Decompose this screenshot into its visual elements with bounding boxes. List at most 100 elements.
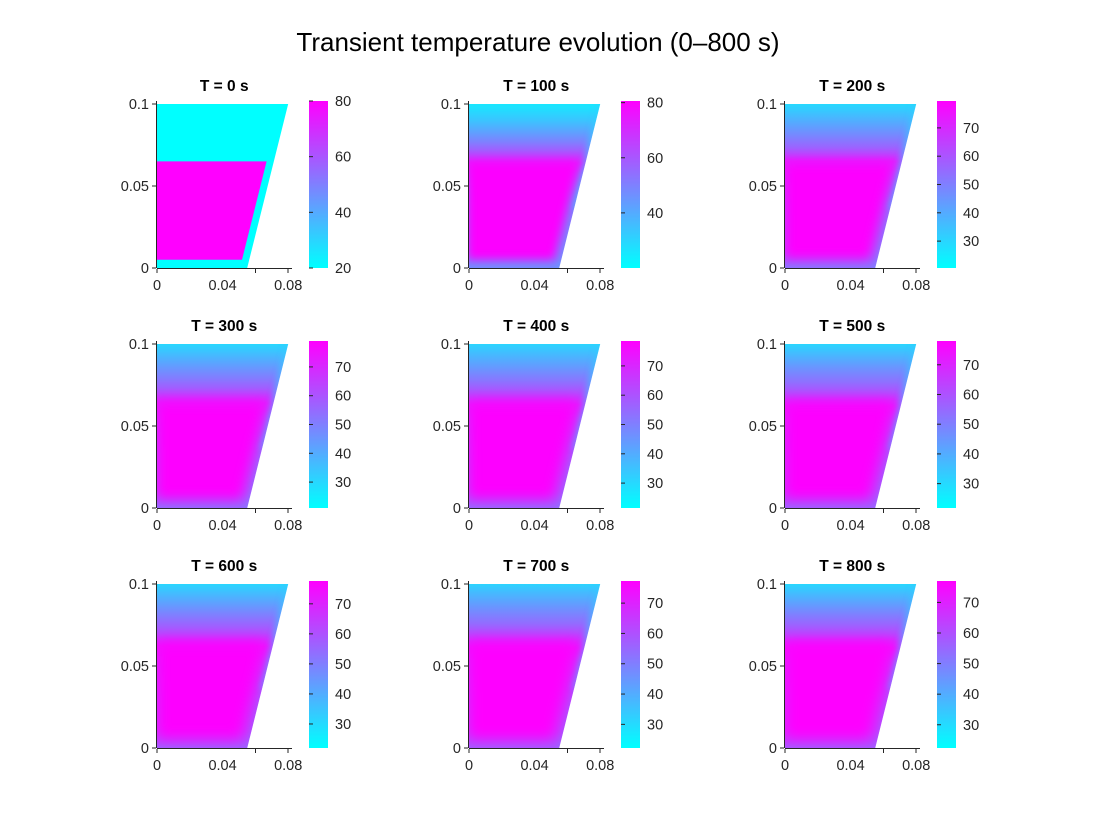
colorbar-tick-label: 80 [335, 94, 351, 110]
colorbar-tick-label: 40 [647, 447, 663, 463]
colorbar [937, 341, 956, 508]
y-tick-label: 0 [141, 741, 149, 757]
temperature-field [157, 584, 289, 748]
temperature-field [157, 104, 289, 268]
colorbar-tick-label: 50 [335, 418, 351, 434]
x-tick-label: 0 [153, 758, 161, 774]
subplot-title: T = 100 s [503, 78, 569, 95]
x-tick-label: 0 [153, 518, 161, 534]
colorbar-tick-label: 40 [335, 205, 351, 221]
y-tick-label: 0 [141, 261, 149, 277]
colorbar-tick-label: 70 [963, 358, 979, 374]
temperature-field [785, 104, 917, 268]
y-tick-label: 0.1 [129, 337, 149, 353]
subplot-t500s: 0 0.04 0.08 0 0.05 0.1 T = 500 s 30 40 50 60 70 [749, 318, 979, 534]
y-tick-label: 0.05 [433, 179, 461, 195]
y-tick-label: 0.05 [433, 659, 461, 675]
colorbar [309, 341, 328, 508]
x-tick-label: 0.08 [274, 278, 302, 294]
x-tick-label: 0 [465, 278, 473, 294]
colorbar-tick-label: 70 [647, 596, 663, 612]
x-tick-label: 0.04 [208, 518, 236, 534]
subplot-t700s: 0 0.04 0.08 0 0.05 0.1 T = 700 s 30 40 50 60 70 [433, 558, 663, 774]
y-tick-label: 0.05 [121, 419, 149, 435]
hot-region [469, 401, 579, 500]
y-tick-label: 0.1 [757, 577, 777, 593]
x-tick-label: 0 [781, 518, 789, 534]
y-tick-label: 0 [769, 741, 777, 757]
x-tick-label: 0 [153, 278, 161, 294]
y-tick-label: 0.1 [441, 97, 461, 113]
y-tick-label: 0 [769, 501, 777, 517]
colorbar-tick-label: 60 [963, 387, 979, 403]
hot-region [469, 641, 579, 740]
y-tick-label: 0.05 [749, 179, 777, 195]
y-tick-label: 0 [141, 501, 149, 517]
y-tick-label: 0.05 [121, 659, 149, 675]
subplot-title: T = 800 s [819, 558, 885, 575]
colorbar [309, 581, 328, 748]
colorbar [309, 101, 328, 268]
x-tick-label: 0.08 [586, 518, 614, 534]
x-tick-label: 0.08 [902, 758, 930, 774]
x-tick-label: 0 [465, 758, 473, 774]
colorbar-tick-label: 70 [963, 595, 979, 611]
y-tick-label: 0.1 [129, 97, 149, 113]
temperature-field [785, 344, 917, 508]
colorbar-tick-label: 70 [647, 359, 663, 375]
colorbar [621, 581, 640, 748]
colorbar-tick-label: 60 [963, 149, 979, 165]
subplot-title: T = 400 s [503, 318, 569, 335]
x-tick-label: 0.04 [836, 518, 864, 534]
colorbar-tick-label: 40 [963, 206, 979, 222]
y-tick-label: 0.1 [441, 337, 461, 353]
colorbar-tick-label: 40 [335, 687, 351, 703]
x-tick-label: 0.08 [586, 758, 614, 774]
subplot-title: T = 0 s [200, 78, 249, 95]
x-tick-label: 0.08 [902, 518, 930, 534]
colorbar-tick-label: 60 [647, 626, 663, 642]
y-tick-label: 0.1 [441, 577, 461, 593]
subplot-t0s: 0 0.04 0.08 0 0.05 0.1 T = 0 s 20 40 60 80 [121, 78, 351, 294]
x-tick-label: 0.04 [836, 278, 864, 294]
hot-region [785, 161, 895, 260]
colorbar-tick-label: 40 [647, 687, 663, 703]
colorbar-tick-label: 30 [335, 475, 351, 491]
colorbar-tick-label: 60 [335, 627, 351, 643]
colorbar [621, 341, 640, 508]
x-tick-label: 0 [781, 758, 789, 774]
colorbar-tick-label: 70 [335, 360, 351, 376]
colorbar-tick-label: 40 [963, 447, 979, 463]
temperature-field [157, 344, 289, 508]
colorbar-tick-label: 30 [963, 477, 979, 493]
colorbar-tick-label: 70 [335, 597, 351, 613]
x-tick-label: 0.04 [208, 278, 236, 294]
colorbar-tick-label: 50 [647, 418, 663, 434]
y-tick-label: 0.05 [749, 659, 777, 675]
subplot-title: T = 300 s [191, 318, 257, 335]
colorbar-tick-label: 50 [647, 657, 663, 673]
x-tick-label: 0.04 [520, 278, 548, 294]
hot-region [157, 401, 267, 500]
x-tick-label: 0.08 [586, 278, 614, 294]
colorbar-tick-label: 60 [335, 389, 351, 405]
x-tick-label: 0.04 [520, 758, 548, 774]
colorbar-tick-label: 50 [963, 657, 979, 673]
colorbar-tick-label: 30 [647, 717, 663, 733]
colorbar-tick-label: 50 [963, 178, 979, 194]
subplot-title: T = 700 s [503, 558, 569, 575]
colorbar-tick-label: 40 [335, 446, 351, 462]
hot-region [157, 641, 267, 740]
temperature-field [785, 584, 917, 748]
subplot-t100s: 0 0.04 0.08 0 0.05 0.1 T = 100 s 40 60 80 [433, 78, 663, 294]
x-tick-label: 0.04 [208, 758, 236, 774]
x-tick-label: 0.08 [274, 518, 302, 534]
colorbar-tick-label: 60 [335, 150, 351, 166]
y-tick-label: 0.1 [129, 577, 149, 593]
x-tick-label: 0 [781, 278, 789, 294]
y-tick-label: 0 [453, 261, 461, 277]
subplot-t300s: 0 0.04 0.08 0 0.05 0.1 T = 300 s 30 40 50 60 70 [121, 318, 351, 534]
subplot-title: T = 600 s [191, 558, 257, 575]
colorbar [621, 101, 640, 268]
colorbar-tick-label: 30 [963, 234, 979, 250]
